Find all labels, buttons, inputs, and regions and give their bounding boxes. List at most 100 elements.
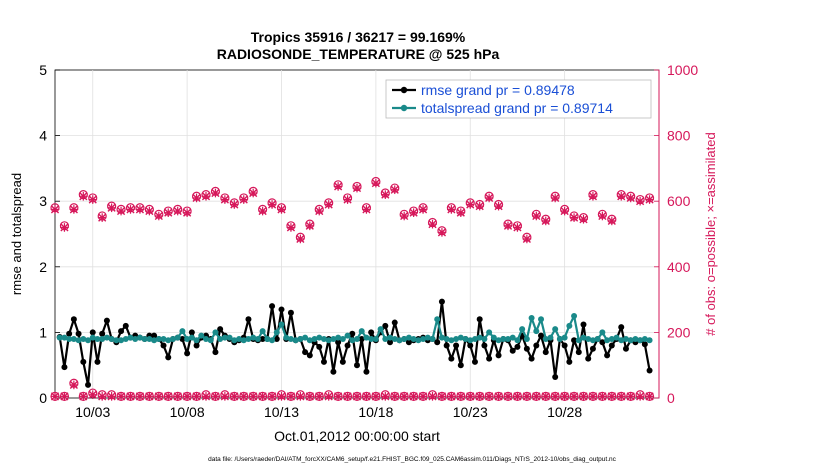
spread-point — [320, 335, 327, 342]
spread-point — [236, 335, 243, 342]
spread-point — [500, 335, 507, 342]
rejected_assim-marker — [220, 392, 230, 401]
obs_assimilated-marker — [513, 223, 522, 232]
spread-point — [264, 335, 271, 342]
rmse-point — [118, 328, 125, 335]
rmse-point — [80, 358, 87, 365]
spread-point — [250, 334, 257, 341]
rejected_assim-marker — [78, 392, 88, 401]
obs_assimilated-marker — [258, 206, 267, 216]
y-tick-label-right: 800 — [667, 128, 691, 144]
obs_assimilated-marker — [531, 211, 541, 221]
rmse-point — [405, 339, 412, 346]
rejected_assim-marker — [503, 392, 513, 401]
obs_assimilated-marker — [598, 211, 607, 221]
spread-point — [448, 337, 455, 344]
rmse-point — [330, 368, 337, 375]
obs_assimilated-marker — [314, 206, 324, 216]
rejected_assim-marker — [239, 392, 249, 401]
rmse-point — [542, 349, 549, 356]
spread-point — [56, 334, 63, 341]
spread-point — [85, 337, 92, 344]
spread-point — [410, 335, 417, 342]
spread-point — [221, 334, 228, 341]
spread-point — [396, 337, 403, 344]
rejected_assim-marker — [569, 392, 579, 401]
rmse-point — [471, 358, 478, 365]
spread-point — [292, 337, 299, 344]
spread-point — [457, 334, 464, 341]
rmse-point — [575, 349, 582, 356]
rejected_assim-marker — [598, 392, 607, 401]
spread-point — [528, 314, 535, 321]
rmse-point — [363, 368, 370, 375]
obs_assimilated-marker — [522, 234, 532, 244]
spread-point — [198, 332, 205, 339]
rmse-point — [151, 332, 158, 339]
rmse-point — [561, 342, 568, 349]
rejected_assim-marker — [371, 392, 381, 401]
spread-point — [542, 335, 549, 342]
spread-point — [259, 328, 266, 335]
rmse-point — [604, 352, 611, 359]
obs_assimilated-marker — [494, 201, 503, 211]
spread-point — [169, 335, 176, 342]
obs_assimilated-marker — [428, 219, 437, 229]
rejected_assim-marker — [267, 392, 277, 401]
x-tick-label: 10/13 — [264, 404, 299, 420]
rmse-point — [382, 322, 389, 329]
footer-data-file: data file: /Users/raeder/DAI/ATM_forcXX/… — [208, 456, 617, 463]
x-axis-label: Oct.01,2012 00:00:00 start — [274, 428, 440, 444]
rejected_assim-marker — [513, 392, 522, 401]
obs_assimilated-marker — [475, 201, 485, 211]
rmse-point — [514, 343, 521, 350]
rmse-point — [193, 342, 200, 349]
rejected_assim-marker — [362, 392, 371, 401]
y-tick-label-right: 1000 — [667, 62, 698, 78]
spread-point — [405, 334, 412, 341]
rejected_assim-marker — [522, 392, 532, 401]
obs_assimilated-marker — [107, 203, 116, 213]
spread-point — [571, 313, 578, 319]
spread-point — [415, 337, 422, 344]
rejected_assim-marker — [607, 392, 617, 401]
spread-point — [226, 334, 233, 341]
rejected_assim-marker — [154, 392, 164, 401]
rejected_assim-marker — [88, 390, 98, 400]
rejected_assim-marker — [418, 392, 428, 401]
rmse-point — [391, 319, 398, 326]
spread-point — [136, 334, 143, 341]
obs_assimilated-marker — [635, 196, 645, 206]
rejected_assim-marker — [437, 392, 447, 401]
spread-point — [184, 335, 191, 342]
obs_assimilated-marker — [69, 205, 79, 214]
rmse-point — [646, 367, 653, 374]
spread-point — [434, 316, 441, 323]
spread-point — [80, 335, 87, 342]
y-tick-label-right: 0 — [667, 390, 675, 406]
axes: 10/03 10/08 10/13 10/18 10/23 10/28 0 1 2 3 4 5 0 200… — [39, 62, 698, 420]
rmse-point — [566, 358, 573, 365]
rmse-point — [467, 342, 474, 349]
y-tick-label-right: 400 — [667, 259, 691, 275]
spread-point — [580, 334, 587, 341]
spread-point — [146, 335, 153, 342]
spread-point — [231, 337, 238, 344]
obs_assimilated-marker — [88, 195, 98, 204]
spread-point — [438, 334, 445, 341]
spread-point — [297, 335, 304, 342]
rejected_assim-marker — [399, 392, 409, 401]
spread-point — [467, 337, 474, 344]
spread-point — [424, 334, 431, 341]
spread-point — [613, 334, 620, 341]
obs_assimilated-marker — [248, 188, 258, 198]
spread-point — [311, 335, 318, 342]
rejected_assim-marker — [145, 392, 154, 401]
rmse-point — [448, 355, 455, 362]
spread-point — [344, 332, 351, 339]
spread-point — [155, 335, 162, 342]
obs_assimilated-marker — [626, 193, 636, 203]
rmse-point — [245, 316, 252, 323]
spread-point — [589, 337, 596, 344]
